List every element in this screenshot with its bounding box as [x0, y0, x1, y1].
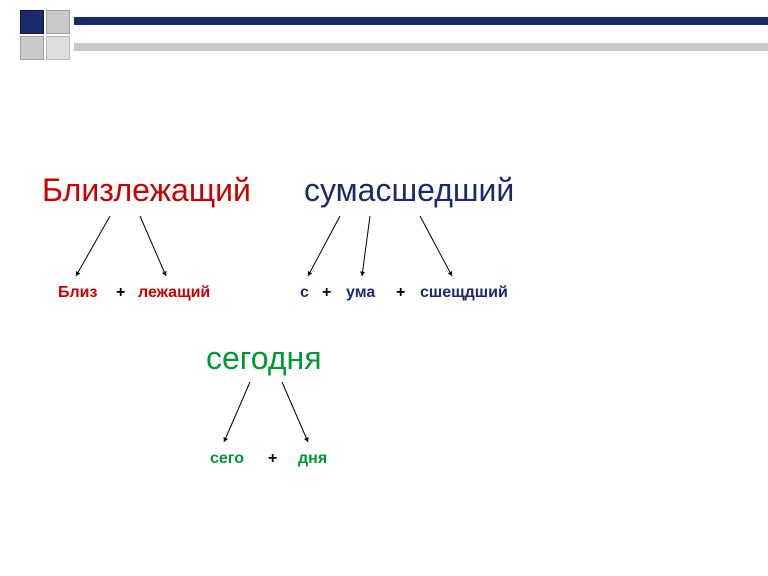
arrow: [0, 0, 768, 576]
plus-sign: +: [268, 450, 277, 468]
word-part: сего: [210, 450, 244, 468]
word-part: дня: [298, 450, 327, 468]
